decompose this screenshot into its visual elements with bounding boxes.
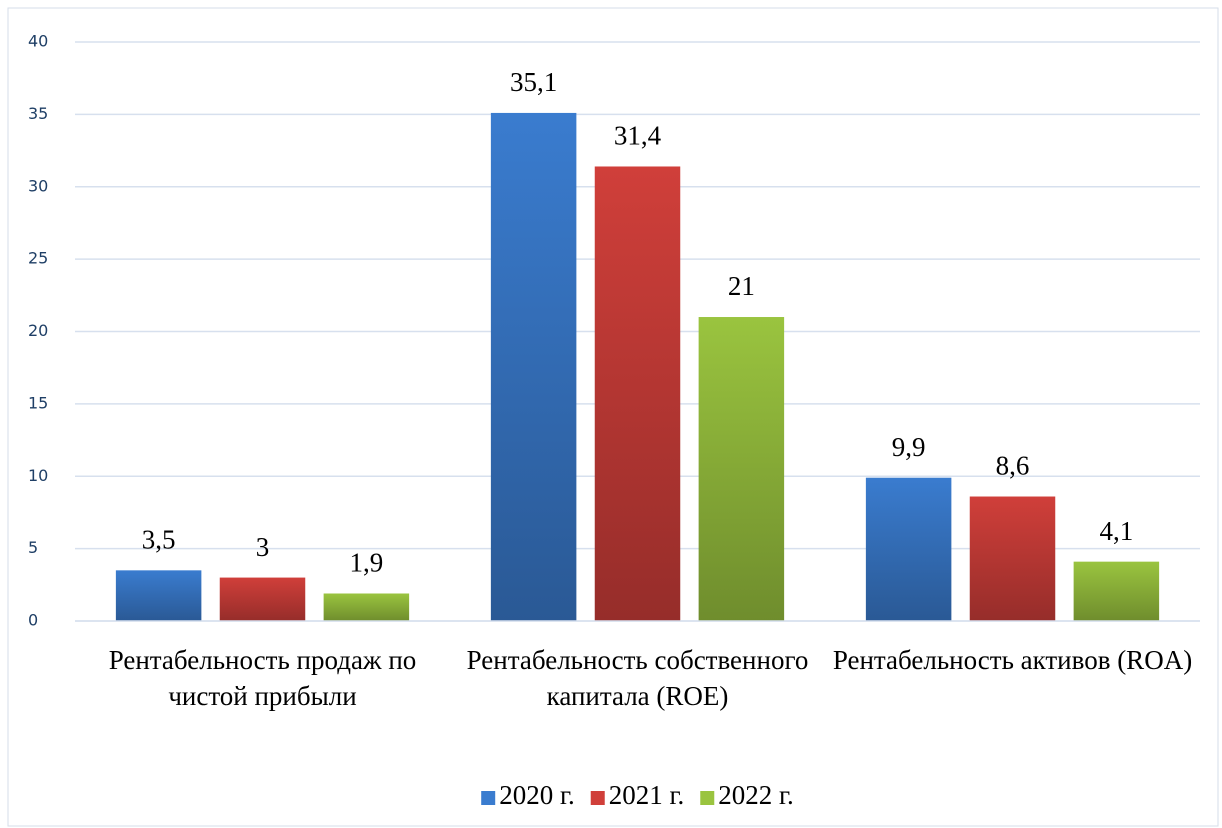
y-tick-label: 30	[28, 176, 48, 195]
y-tick-label: 10	[28, 466, 48, 485]
bar	[115, 570, 202, 621]
y-tick-label: 25	[28, 249, 48, 268]
bar	[490, 112, 577, 622]
legend-label: 2021 г.	[609, 780, 685, 810]
data-label: 8,6	[996, 451, 1030, 481]
bar	[698, 317, 785, 621]
y-tick-label: 35	[28, 104, 48, 123]
x-tick-label: Рентабельность продаж по чистой прибыли	[109, 645, 417, 711]
y-tick-label: 5	[28, 538, 38, 557]
y-tick-label: 0	[28, 611, 38, 630]
legend-swatch	[481, 791, 496, 805]
data-label: 3	[256, 532, 270, 562]
bar	[219, 577, 306, 621]
data-label: 35,1	[510, 67, 557, 97]
data-label: 31,4	[614, 121, 662, 151]
legend-swatch	[700, 791, 715, 805]
data-label: 21	[728, 271, 755, 301]
x-tick-label: Рентабельность активов (ROA)	[833, 645, 1192, 675]
bar	[865, 477, 952, 621]
bar	[594, 166, 681, 622]
legend-label: 2022 г.	[718, 780, 794, 810]
x-tick-label: Рентабельность собственного капитала (ROE…	[467, 645, 809, 711]
data-label: 3,5	[142, 525, 176, 555]
data-label: 4,1	[1100, 516, 1134, 546]
legend-swatch	[590, 791, 605, 805]
data-label: 1,9	[350, 548, 384, 578]
y-tick-label: 15	[28, 393, 48, 412]
y-tick-label: 40	[28, 32, 48, 51]
data-label: 9,9	[892, 432, 926, 462]
y-tick-label: 20	[28, 321, 48, 340]
bar	[323, 593, 410, 621]
bar	[1073, 561, 1160, 621]
legend-label: 2020 г.	[499, 780, 575, 810]
bar	[969, 496, 1056, 621]
